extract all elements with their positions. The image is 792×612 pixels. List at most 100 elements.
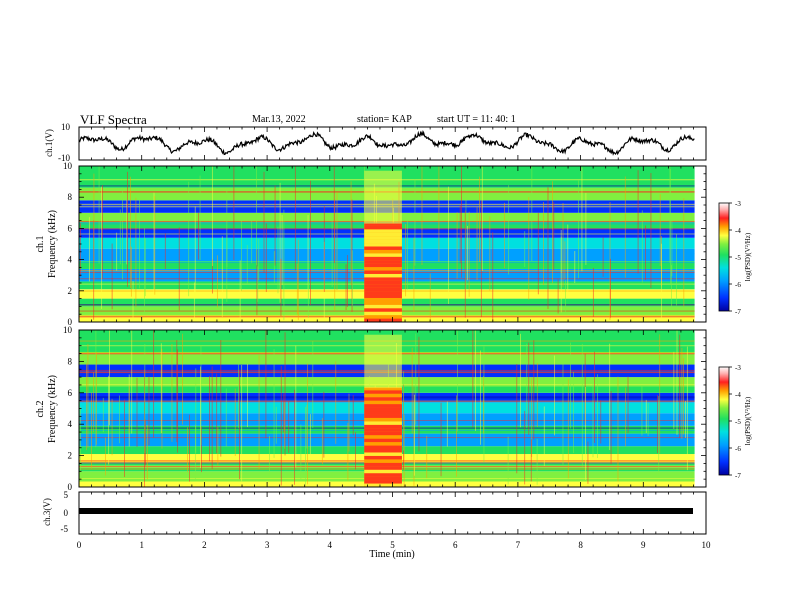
spectrogram-streak <box>79 223 81 277</box>
ch2-spectrogram-ylabel-freq: Frequency (kHz) <box>47 375 58 443</box>
spectrogram-streak <box>258 355 260 470</box>
spectrogram-streak <box>153 330 155 438</box>
x-tick-label: 0 <box>77 540 82 550</box>
spectrogram-streak <box>533 340 535 440</box>
enhanced-band <box>364 318 402 322</box>
colorbar-tick-label: -5 <box>735 254 741 262</box>
enhanced-band <box>364 476 402 481</box>
spectrogram-streak <box>80 406 81 479</box>
spectrogram-streak <box>650 172 652 289</box>
spectrogram-streak <box>273 251 275 283</box>
spectrogram-streak <box>274 185 276 266</box>
spectrogram-streak <box>520 333 521 428</box>
spectrogram-streak <box>405 223 407 297</box>
spectrogram-streak <box>465 195 467 290</box>
enhanced-band <box>364 229 402 233</box>
spectrogram-streak <box>234 388 236 456</box>
spectrogram-streak <box>530 439 532 482</box>
spectrogram-streak <box>467 225 468 281</box>
spectrogram-streak <box>507 436 509 485</box>
spectrogram-streak <box>526 343 528 429</box>
spectrogram-streak <box>557 279 559 314</box>
enhanced-band <box>364 239 402 244</box>
spectrogram-streak <box>585 192 587 265</box>
y-tick-label: 4 <box>68 255 73 265</box>
spectrogram-streak <box>406 220 408 290</box>
ch1-freq-yticks: 0 2 4 6 8 10 <box>63 161 706 327</box>
enhanced-band <box>364 459 402 463</box>
spectrogram-streak <box>600 400 602 444</box>
spectrogram-streak <box>275 406 277 444</box>
spectrogram-streak <box>101 186 103 309</box>
ch1-ytick-bottom: -10 <box>58 153 70 163</box>
colorbar-tick-label: -7 <box>735 308 741 316</box>
x-axis-label: Time (min) <box>369 549 414 560</box>
spectrogram-streak <box>161 348 163 449</box>
enhanced-band <box>364 277 402 281</box>
spectrogram-streak <box>128 385 130 433</box>
spectrogram-streak <box>438 166 440 262</box>
spectrogram-streak <box>331 213 333 287</box>
enhanced-band <box>364 435 402 439</box>
ch1-colorbar: -3 -4 -5 -6 -7 log(PSD)(V²/Hz) <box>718 200 752 316</box>
spectrogram-streak <box>594 351 595 443</box>
spectrogram-streak <box>130 176 131 289</box>
x-tick-labels: 0 1 2 3 4 5 6 7 8 9 10 <box>77 540 711 550</box>
figure-title: VLF Spectra <box>80 112 147 127</box>
spectrogram-streak <box>659 334 661 454</box>
spectrogram-streak <box>160 343 162 434</box>
spectrogram-streak <box>565 280 566 313</box>
spectrogram-streak <box>581 343 583 467</box>
x-tick-label: 4 <box>328 540 333 550</box>
spectrogram-streak <box>119 209 121 265</box>
enhanced-band <box>364 249 402 254</box>
enhanced-band <box>364 270 402 274</box>
ch2-colorbar: -3 -4 -5 -6 -7 log(PSD)(V²/Hz) <box>718 364 752 480</box>
spectrogram-streak <box>669 169 671 286</box>
spectrogram-streak <box>201 426 202 473</box>
spectrogram-streak <box>111 243 113 310</box>
ch1-colorbar-scale <box>718 202 730 312</box>
spectrogram-streak <box>177 349 179 453</box>
y-tick-label: 2 <box>68 286 73 296</box>
spectrogram-streak <box>659 194 661 266</box>
colorbar-tick-label: -6 <box>735 281 741 289</box>
ch2-freq-yticks: 0 2 4 6 8 10 <box>63 325 706 492</box>
spectrogram-streak <box>239 369 240 480</box>
spectrogram-streak <box>531 166 533 262</box>
spectrogram-streak <box>146 424 148 480</box>
spectrogram-streak <box>413 237 415 312</box>
spectrogram-streak <box>524 231 526 268</box>
enhanced-band <box>364 449 402 453</box>
spectrogram-streak <box>483 376 484 434</box>
x-tick-label: 3 <box>265 540 270 550</box>
spectrogram-streak <box>421 166 423 265</box>
spectrogram-streak <box>673 351 675 429</box>
colorbar-tick-label: -7 <box>735 472 741 480</box>
spectrogram-streak <box>280 258 282 316</box>
ch1-spectrogram-heatmap <box>79 166 706 322</box>
station-label: station= KAP <box>357 114 412 125</box>
spectrogram-streak <box>657 394 658 454</box>
spectrogram-streak <box>348 393 350 452</box>
spectrogram-streak <box>334 199 336 311</box>
enhanced-band <box>364 411 402 415</box>
x-tick-label: 7 <box>516 540 521 550</box>
ch3-ytick-5: 5 <box>64 490 69 500</box>
spectrogram-streak <box>602 237 604 277</box>
start-ut-label: start UT = 11: 40: 1 <box>437 114 516 125</box>
enhanced-band <box>364 466 402 470</box>
ch1-waveform-ticks <box>78 127 707 160</box>
colorbar-tick-label: -5 <box>735 418 741 426</box>
spectrogram-streak <box>284 332 286 456</box>
enhanced-band <box>364 414 402 418</box>
spectrogram-streak <box>355 432 356 470</box>
enhanced-band <box>364 253 402 257</box>
spectrogram-streak <box>88 217 90 282</box>
spectrogram-streak <box>269 435 270 476</box>
enhanced-band <box>364 304 402 309</box>
spectrogram-no-data <box>694 166 706 322</box>
spectrogram-streak <box>609 343 611 451</box>
spectrogram-streak <box>109 330 110 426</box>
